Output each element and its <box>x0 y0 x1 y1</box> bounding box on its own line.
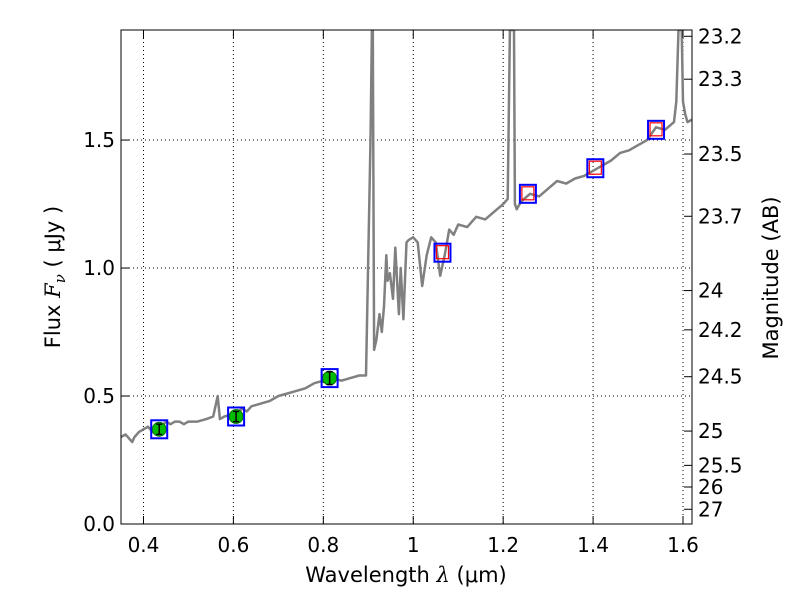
model-box <box>433 242 452 263</box>
model-box <box>518 183 537 204</box>
model-box <box>320 368 339 389</box>
x-tick-label: 1 <box>407 533 420 557</box>
model-box <box>227 406 246 427</box>
y-tick-label: 0.0 <box>83 512 115 536</box>
axis-ticks: 0.4 0.6 0.8 1 1.2 1.4 1.6 0.0 0.5 1.0 1.5 23.2 23.3 2… <box>83 24 742 557</box>
y2-tick-label: 27 <box>698 497 723 521</box>
x-tick-label: 0.6 <box>217 533 249 557</box>
y-tick-label: 0.5 <box>83 384 115 408</box>
y2-tick-label: 23.5 <box>698 142 743 166</box>
model-box <box>150 419 169 440</box>
x-tick-label: 0.8 <box>307 533 339 557</box>
y2-axis-label: Magnitude (AB) <box>759 196 783 359</box>
grid-lines <box>121 30 692 525</box>
y-tick-label: 1.5 <box>83 128 115 152</box>
x-axis-label: Wavelength λ (μm) <box>305 563 506 587</box>
y-tick-label: 1.0 <box>83 256 115 280</box>
y-axis-label: Flux Fν ( μJy ) <box>41 206 69 348</box>
upper-limit-marker <box>521 186 535 201</box>
upper-limit-marker <box>649 122 663 137</box>
model-box <box>647 119 666 140</box>
plot-area <box>121 30 692 444</box>
plot-frame <box>120 29 693 525</box>
x-tick-label: 1.6 <box>667 533 699 557</box>
y2-tick-label: 26 <box>698 475 723 499</box>
x-tick-label: 0.4 <box>128 533 160 557</box>
y2-tick-label: 23.3 <box>698 67 743 91</box>
y2-tick-label: 24.2 <box>698 318 743 342</box>
y2-tick-label: 24 <box>698 279 723 303</box>
upper-limit-marker <box>588 160 602 175</box>
upper-limit-marker <box>435 245 450 260</box>
y2-tick-label: 25.5 <box>698 453 743 477</box>
x-tick-label: 1.2 <box>487 533 519 557</box>
y2-tick-label: 25 <box>698 419 723 443</box>
model-box <box>586 158 605 179</box>
spectrum-line <box>121 30 692 444</box>
y2-tick-label: 23.2 <box>698 24 743 48</box>
y2-tick-label: 23.7 <box>698 204 743 228</box>
x-tick-label: 1.4 <box>577 533 609 557</box>
y2-tick-label: 24.5 <box>698 365 743 389</box>
